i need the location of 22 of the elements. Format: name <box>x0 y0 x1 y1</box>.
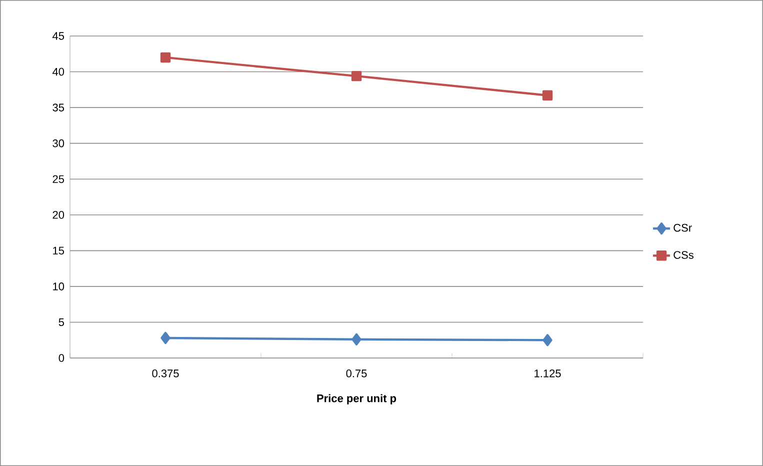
point <box>542 90 553 100</box>
point <box>352 333 362 346</box>
y-tick-label: 25 <box>52 175 64 184</box>
point <box>160 332 170 344</box>
x-tick-label: 1.125 <box>534 370 561 378</box>
point <box>160 52 171 63</box>
point <box>542 334 552 346</box>
y-tick-label: 45 <box>52 32 64 40</box>
legend-label: CSs <box>674 251 694 259</box>
y-tick-label: 30 <box>52 139 64 148</box>
x-tick-label: 0.75 <box>346 370 367 378</box>
legend-label: CSr <box>674 224 692 232</box>
y-tick-label: 15 <box>53 246 64 255</box>
y-tick-label: 5 <box>58 318 64 326</box>
y-tick-label: 0 <box>58 354 64 362</box>
y-tick-label: 40 <box>52 68 64 76</box>
y-tick-label: 20 <box>52 210 64 219</box>
x-axis-title: Price per unit p <box>317 394 396 404</box>
point <box>351 70 362 82</box>
y-tick-label: 10 <box>53 282 64 290</box>
y-tick-label: 35 <box>52 104 64 112</box>
x-tick-label: 0.375 <box>152 370 179 378</box>
